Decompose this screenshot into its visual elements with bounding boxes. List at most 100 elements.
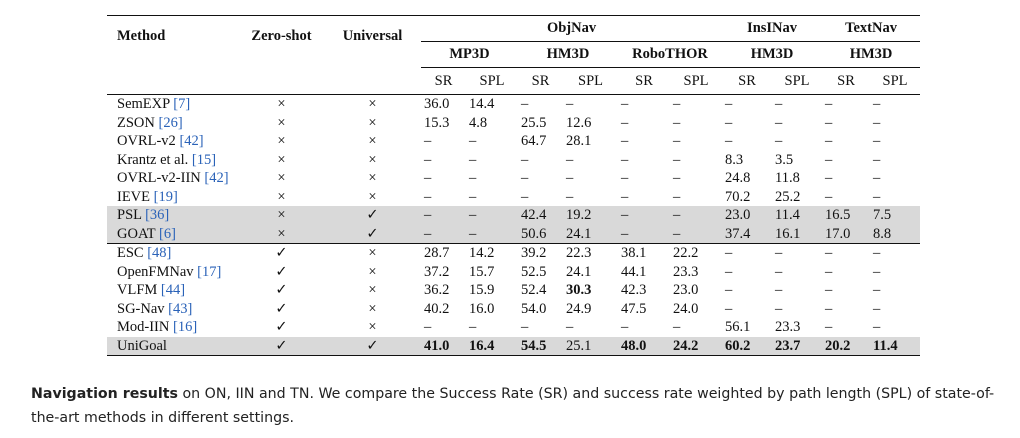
metric-cell: 60.2: [722, 336, 773, 356]
citation-link[interactable]: [7]: [173, 96, 191, 112]
metric-cell: –: [621, 114, 629, 131]
table-row: UniGoal ✓ ✓ 41.0 16.4 54.5 25.1 48.0 24.2 60.2 23.…: [107, 336, 921, 356]
table-row: OpenFMNav [17] ✓ × 37.2 15.7 52.5 24.1 44.1 23.3…: [107, 263, 920, 282]
universal-mark: ✓: [324, 336, 421, 356]
metric-cell: –: [673, 319, 681, 335]
zero-shot-mark: ×: [277, 133, 286, 149]
universal-mark: ×: [368, 151, 377, 168]
metric-cell: –: [466, 206, 518, 225]
metric-cell: –: [563, 94, 618, 114]
metric-cell: –: [618, 224, 670, 244]
citation-link[interactable]: [42]: [204, 170, 229, 186]
metric-cell: 23.0: [673, 282, 699, 298]
header-mp3d: MP3D: [421, 41, 518, 68]
citation-link[interactable]: [26]: [158, 114, 183, 131]
universal-mark: ×: [368, 282, 377, 298]
metric-cell: 23.7: [772, 336, 823, 356]
table-row: SemEXP [7] × × 36.0 14.4– – – – – – – –: [107, 94, 921, 114]
method-name: SemEXP: [117, 96, 170, 112]
metric-cell: –: [825, 263, 833, 280]
method-name: GOAT: [117, 225, 156, 242]
metric-cell: 41.0: [421, 336, 466, 356]
citation-link[interactable]: [43]: [168, 300, 193, 317]
metric-cell: –: [722, 243, 773, 263]
metric-cell: –: [621, 319, 629, 335]
universal-mark: ×: [368, 319, 377, 335]
header-sr: SR: [837, 73, 855, 89]
metric-cell: 52.4: [521, 282, 547, 298]
metric-cell: 50.6: [518, 224, 563, 244]
metric-cell: 39.2: [518, 243, 563, 263]
method-cell: VLFM [44]: [107, 281, 239, 300]
zero-shot-mark: ×: [277, 170, 286, 186]
citation-link[interactable]: [48]: [147, 245, 172, 261]
metric-cell: –: [421, 224, 466, 244]
method-cell: SemEXP [7]: [107, 94, 239, 114]
citation-link[interactable]: [6]: [159, 225, 176, 242]
header-spl: SPL: [784, 73, 810, 89]
metric-cell: 11.4: [772, 206, 823, 225]
table-row: IEVE [19] × × – – – – – – 70.2 25.2 – –: [107, 188, 920, 207]
metric-cell: –: [873, 300, 881, 317]
caption-title: Navigation results: [31, 386, 178, 402]
metric-cell: 7.5: [870, 206, 921, 225]
method-name: VLFM: [117, 282, 158, 298]
citation-link[interactable]: [17]: [197, 263, 222, 280]
metric-cell: 17.0: [822, 224, 871, 244]
citation-link[interactable]: [16]: [172, 319, 198, 335]
metric-cell: –: [825, 170, 833, 186]
metric-cell: 42.4: [518, 206, 563, 225]
metric-cell: –: [873, 263, 881, 280]
metric-cell: –: [566, 170, 574, 186]
method-cell: OVRL-v2 [42]: [107, 132, 239, 151]
citation-link[interactable]: [19]: [153, 188, 178, 205]
zero-shot-mark: ×: [277, 188, 286, 205]
metric-cell: 36.0: [421, 94, 466, 114]
header-universal: Universal: [324, 15, 421, 68]
table-row: OVRL-v2-IIN [42] × × – – – – – – 24.8 11.8 – –: [107, 169, 920, 188]
citation-link[interactable]: [42]: [179, 133, 204, 149]
metric-cell: –: [825, 188, 833, 205]
method-cell: PSL [36]: [107, 206, 239, 225]
metric-cell: –: [873, 114, 881, 131]
table-caption: Navigation results on ON, IIN and TN. We…: [31, 382, 1011, 430]
metric-cell: –: [424, 133, 432, 149]
method-name: PSL: [117, 207, 142, 223]
metric-cell: –: [521, 170, 529, 186]
metric-cell: 14.2: [466, 243, 518, 263]
metric-cell: –: [521, 151, 529, 168]
citation-link[interactable]: [36]: [145, 207, 170, 223]
metric-cell: –: [775, 114, 783, 131]
table-row: OVRL-v2 [42] × × – – 64.7 28.1 – – – – – –: [107, 132, 920, 151]
metric-cell: 15.9: [469, 282, 495, 298]
header-robothor: RoboTHOR: [618, 41, 723, 68]
universal-mark: ×: [324, 94, 421, 114]
method-cell: IEVE [19]: [107, 188, 239, 207]
header-spl: SPL: [479, 73, 505, 89]
metric-cell: 28.7: [421, 243, 466, 263]
metric-cell: 64.7: [521, 133, 547, 149]
metric-cell: –: [873, 188, 881, 205]
metric-cell: –: [566, 319, 574, 335]
method-cell: Mod-IIN [16]: [107, 318, 239, 337]
metric-cell: 12.6: [566, 114, 592, 131]
universal-mark: ✓: [324, 206, 421, 225]
zero-shot-mark: ✓: [275, 319, 288, 335]
zero-shot-mark: ×: [277, 114, 286, 131]
citation-link[interactable]: [44]: [160, 282, 186, 298]
metric-cell: 11.8: [775, 170, 800, 186]
method-name: OpenFMNav: [117, 263, 194, 280]
metric-cell: –: [822, 243, 871, 263]
metric-cell: –: [775, 300, 783, 317]
metric-cell: 23.3: [673, 263, 699, 280]
citation-link[interactable]: [15]: [191, 151, 217, 168]
method-cell: ZSON [26]: [107, 114, 239, 133]
metric-cell: –: [870, 94, 921, 114]
metric-cell: –: [673, 114, 681, 131]
metric-cell: –: [621, 170, 629, 186]
metric-cell: –: [772, 94, 823, 114]
metric-cell: –: [873, 151, 881, 168]
metric-cell: 48.0: [618, 336, 670, 356]
metric-cell: 28.1: [566, 133, 592, 149]
metric-cell: –: [870, 243, 921, 263]
